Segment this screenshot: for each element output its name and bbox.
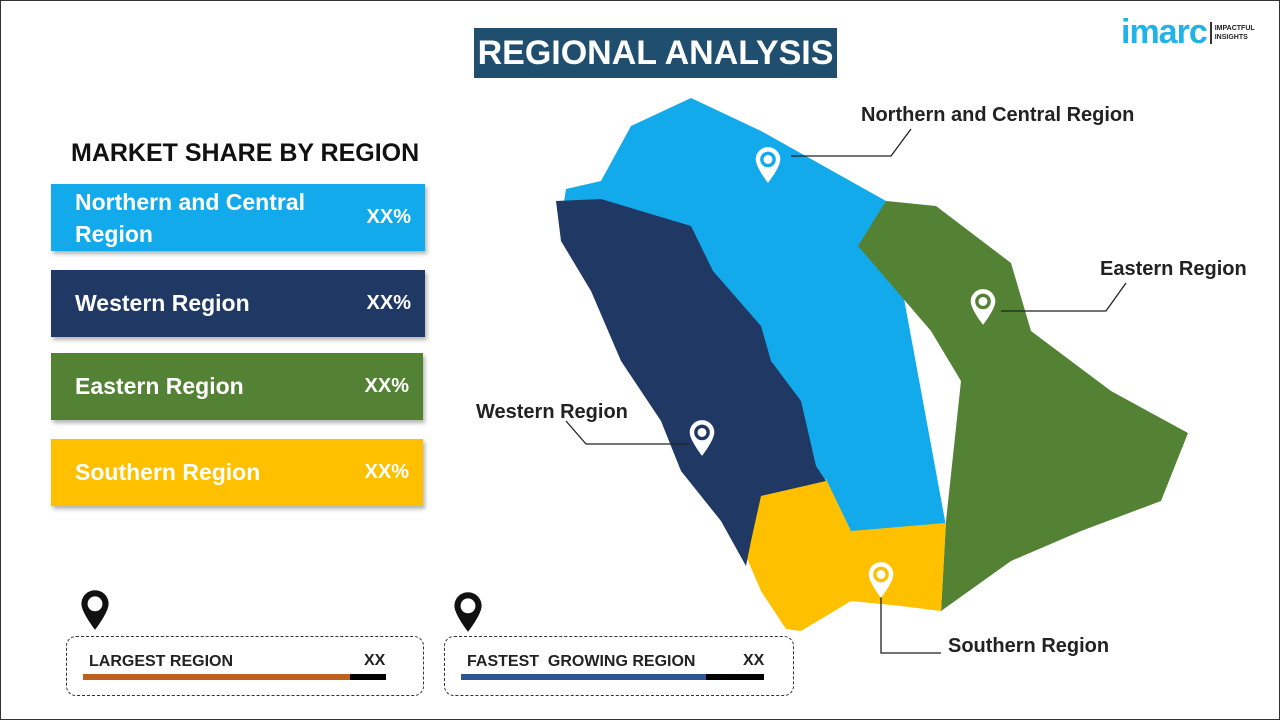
region-southern (746, 479, 946, 631)
fastest-region-box: FASTEST GROWING REGION XX (444, 636, 794, 696)
map-label-northern-central: Northern and Central Region (861, 104, 1135, 126)
page-title: REGIONAL ANALYSIS (474, 28, 837, 78)
logo-tagline: IMPACTFUL INSIGHTS (1214, 24, 1255, 41)
legend-item-northern-central: Northern and Central Region XX% (51, 184, 425, 251)
legend-label: Southern Region (75, 459, 261, 485)
fastest-region-bar (461, 674, 764, 680)
legend-value: XX% (364, 461, 409, 483)
legend-label: Northern and Central Region (75, 188, 306, 247)
fastest-region-label: FASTEST GROWING REGION (467, 653, 696, 670)
largest-region-box: LARGEST REGION XX (66, 636, 424, 696)
legend-label: Western Region (75, 290, 250, 316)
map-label-southern: Southern Region (948, 635, 1110, 657)
largest-region-label: LARGEST REGION (89, 653, 234, 670)
map-label-eastern: Eastern Region (1100, 258, 1247, 280)
region-eastern (858, 201, 1188, 611)
logo-word: imarc (1121, 13, 1208, 51)
largest-region-bar (83, 674, 386, 680)
fastest-region-value: XX (743, 652, 765, 669)
legend-value: XX% (366, 292, 411, 314)
legend-item-southern: Southern Region XX% (51, 439, 423, 506)
logo-divider (1209, 21, 1212, 44)
legend-label: Eastern Region (75, 373, 244, 399)
leader-lines (565, 128, 1127, 654)
legend-item-eastern: Eastern Region XX% (51, 353, 423, 420)
fastest-region-pin-icon (454, 592, 482, 632)
region-western (556, 199, 826, 566)
legend-value: XX% (364, 375, 409, 397)
largest-region-value: XX (364, 652, 386, 669)
largest-region-pin-icon (81, 590, 109, 630)
region-northern-central (561, 98, 946, 536)
legend-heading: MARKET SHARE BY REGION (71, 139, 420, 167)
map-label-western: Western Region (476, 401, 628, 423)
legend-value: XX% (366, 206, 411, 228)
imarc-logo: imarc IMPACTFUL INSIGHTS (1121, 13, 1255, 52)
legend-item-western: Western Region XX% (51, 270, 425, 337)
